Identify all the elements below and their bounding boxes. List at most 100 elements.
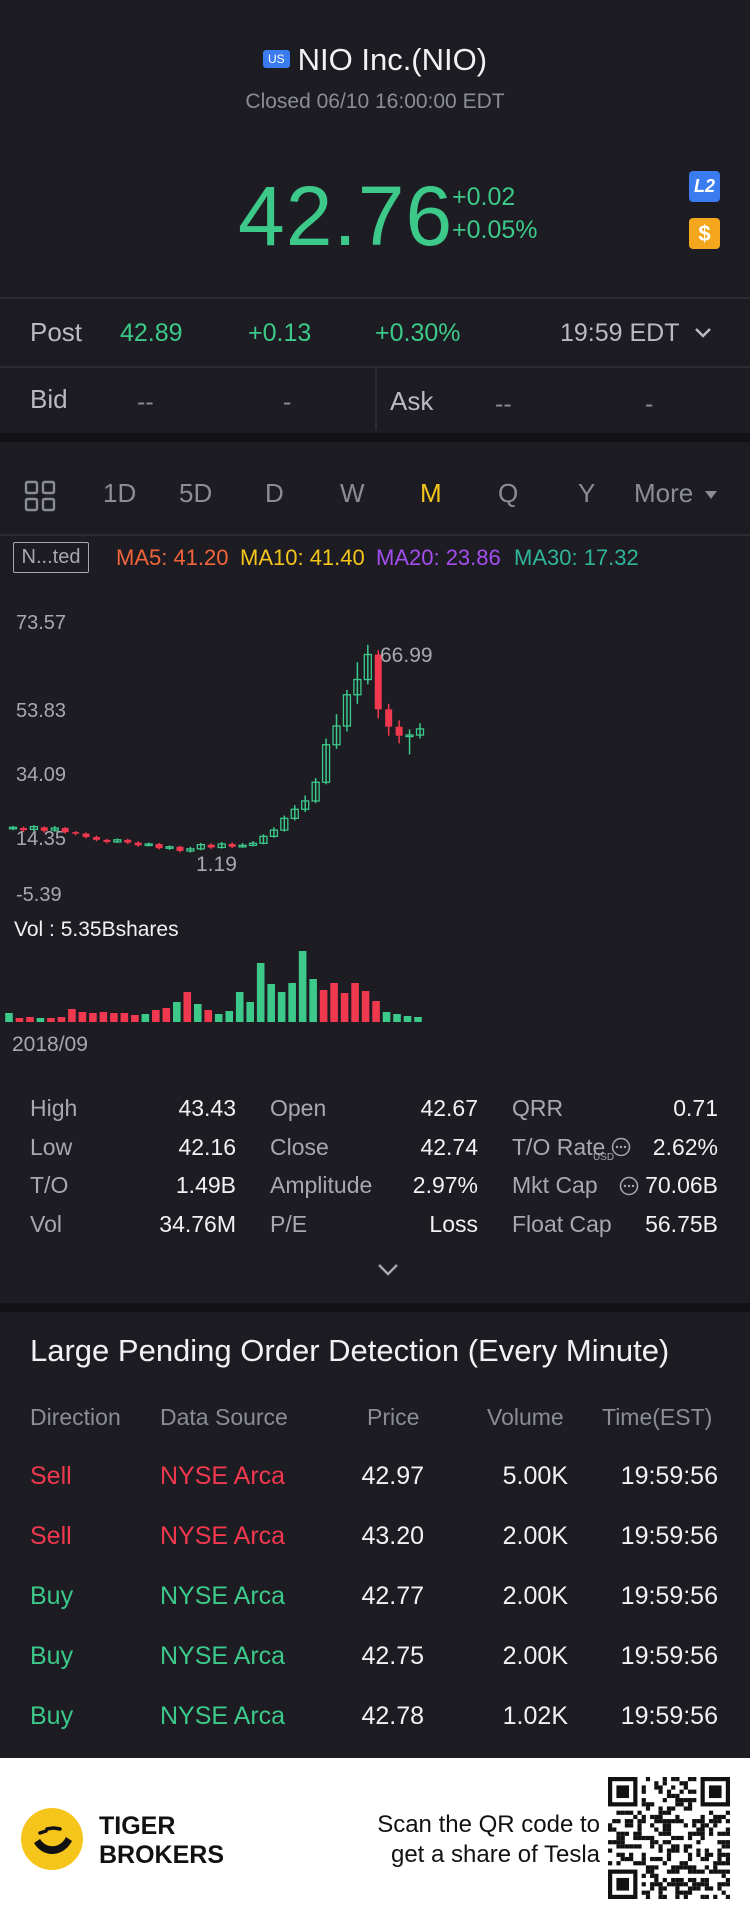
qr-module <box>641 1785 646 1790</box>
qr-module <box>721 1890 726 1895</box>
qr-module <box>654 1873 659 1878</box>
info-icon[interactable] <box>619 1176 639 1196</box>
ma10-label: MA10: 41.40 <box>240 545 365 570</box>
tab-5d[interactable]: 5D <box>179 478 213 508</box>
stat-label: T/O <box>30 1172 69 1198</box>
order-direction: Sell <box>30 1462 72 1490</box>
y-tick: 73.57 <box>16 612 67 634</box>
price-change-pct: +0.05% <box>452 216 538 244</box>
qr-module <box>650 1835 655 1841</box>
stat-label: Close <box>270 1134 329 1160</box>
qr-module <box>713 1819 718 1824</box>
qr-module <box>717 1886 722 1891</box>
y-tick: 14.35 <box>16 828 67 850</box>
qr-module <box>675 1844 680 1849</box>
qr-module <box>687 1856 693 1862</box>
qr-module <box>675 1777 680 1782</box>
qr-module <box>654 1882 659 1887</box>
qr-module <box>671 1819 676 1824</box>
qr-module <box>658 1814 663 1820</box>
chart-start-date: 2018/09 <box>12 1033 88 1056</box>
qr-module <box>692 1789 697 1794</box>
volume-bar <box>361 991 370 1022</box>
qr-module <box>696 1831 701 1836</box>
volume-chart[interactable] <box>0 940 750 1024</box>
qr-module <box>666 1793 672 1799</box>
qr-module <box>624 1819 630 1824</box>
qr-caption-line2: get a share of Tesla <box>390 1841 600 1868</box>
qr-code[interactable] <box>608 1777 730 1899</box>
qr-module <box>717 1869 722 1874</box>
mkt-cap-unit: USD <box>593 1152 615 1163</box>
qr-module <box>641 1856 646 1862</box>
info-icon[interactable] <box>611 1137 631 1157</box>
tab-m[interactable]: M <box>420 478 442 508</box>
qr-module <box>708 1810 714 1815</box>
qr-module <box>662 1831 667 1836</box>
qr-module <box>641 1882 646 1887</box>
divider <box>0 297 750 299</box>
qr-module <box>675 1848 680 1853</box>
qr-module <box>654 1781 659 1786</box>
qr-module <box>658 1806 663 1811</box>
candle-body <box>353 678 362 696</box>
qr-module <box>637 1827 642 1832</box>
level2-badge[interactable]: L2 <box>689 171 720 202</box>
volume-label: Vol : 5.35Bshares <box>14 918 179 941</box>
qr-module <box>658 1810 663 1815</box>
candle-body <box>8 826 18 830</box>
qr-module <box>633 1861 638 1866</box>
qr-module <box>620 1856 625 1862</box>
qr-module <box>616 1835 621 1841</box>
stat-value: 43.43 <box>178 1095 236 1121</box>
qr-module <box>717 1840 722 1845</box>
stat-value: Loss <box>429 1211 478 1237</box>
ask-size: - <box>645 390 654 418</box>
qr-module <box>679 1802 684 1807</box>
tab-w[interactable]: W <box>340 478 365 508</box>
qr-module <box>687 1865 693 1870</box>
qr-module <box>650 1844 655 1849</box>
volume-bar <box>277 992 286 1022</box>
candle-body <box>363 653 372 681</box>
price-change: +0.02 <box>452 183 516 211</box>
qr-module <box>654 1840 659 1845</box>
qr-module <box>721 1831 726 1836</box>
qr-module <box>696 1882 701 1887</box>
order-time: 19:59:56 <box>620 1522 718 1550</box>
market-status: Closed 06/10 16:00:00 EDT <box>245 90 505 113</box>
last-price: 42.76 <box>238 169 454 263</box>
dollar-badge[interactable]: $ <box>689 218 720 249</box>
qr-module <box>629 1844 634 1849</box>
tab-more[interactable]: More <box>634 478 718 509</box>
qr-module <box>666 1827 672 1832</box>
qr-module <box>645 1865 651 1870</box>
tab-d[interactable]: D <box>265 478 284 508</box>
candle-body <box>238 844 247 848</box>
expand-chevron-icon[interactable] <box>377 1263 399 1277</box>
qr-module <box>608 1827 613 1832</box>
qr-module <box>696 1852 701 1857</box>
stat-value: 34.76M <box>159 1211 236 1237</box>
candle-body <box>29 825 39 831</box>
adjust-selector[interactable]: N...ted <box>13 542 89 573</box>
tab-1d[interactable]: 1D <box>103 478 137 508</box>
qr-module <box>687 1798 693 1803</box>
qr-module <box>658 1886 663 1891</box>
qr-module <box>717 1814 722 1820</box>
tab-q[interactable]: Q <box>498 478 519 508</box>
tab-y[interactable]: Y <box>578 478 596 508</box>
order-direction: Buy <box>30 1642 74 1670</box>
qr-module <box>645 1806 651 1811</box>
high-marker-label: 66.99 <box>380 644 433 667</box>
volume-bar <box>131 1015 139 1022</box>
post-label: Post <box>30 317 83 347</box>
qr-module <box>683 1844 688 1849</box>
candle-body <box>311 781 320 802</box>
qr-module <box>637 1844 642 1849</box>
candle-body <box>19 828 27 831</box>
post-time-selector[interactable]: 19:59 EDT <box>560 319 712 348</box>
candlestick-chart[interactable] <box>0 590 750 910</box>
grid-icon[interactable] <box>24 480 56 512</box>
qr-module <box>721 1814 726 1820</box>
